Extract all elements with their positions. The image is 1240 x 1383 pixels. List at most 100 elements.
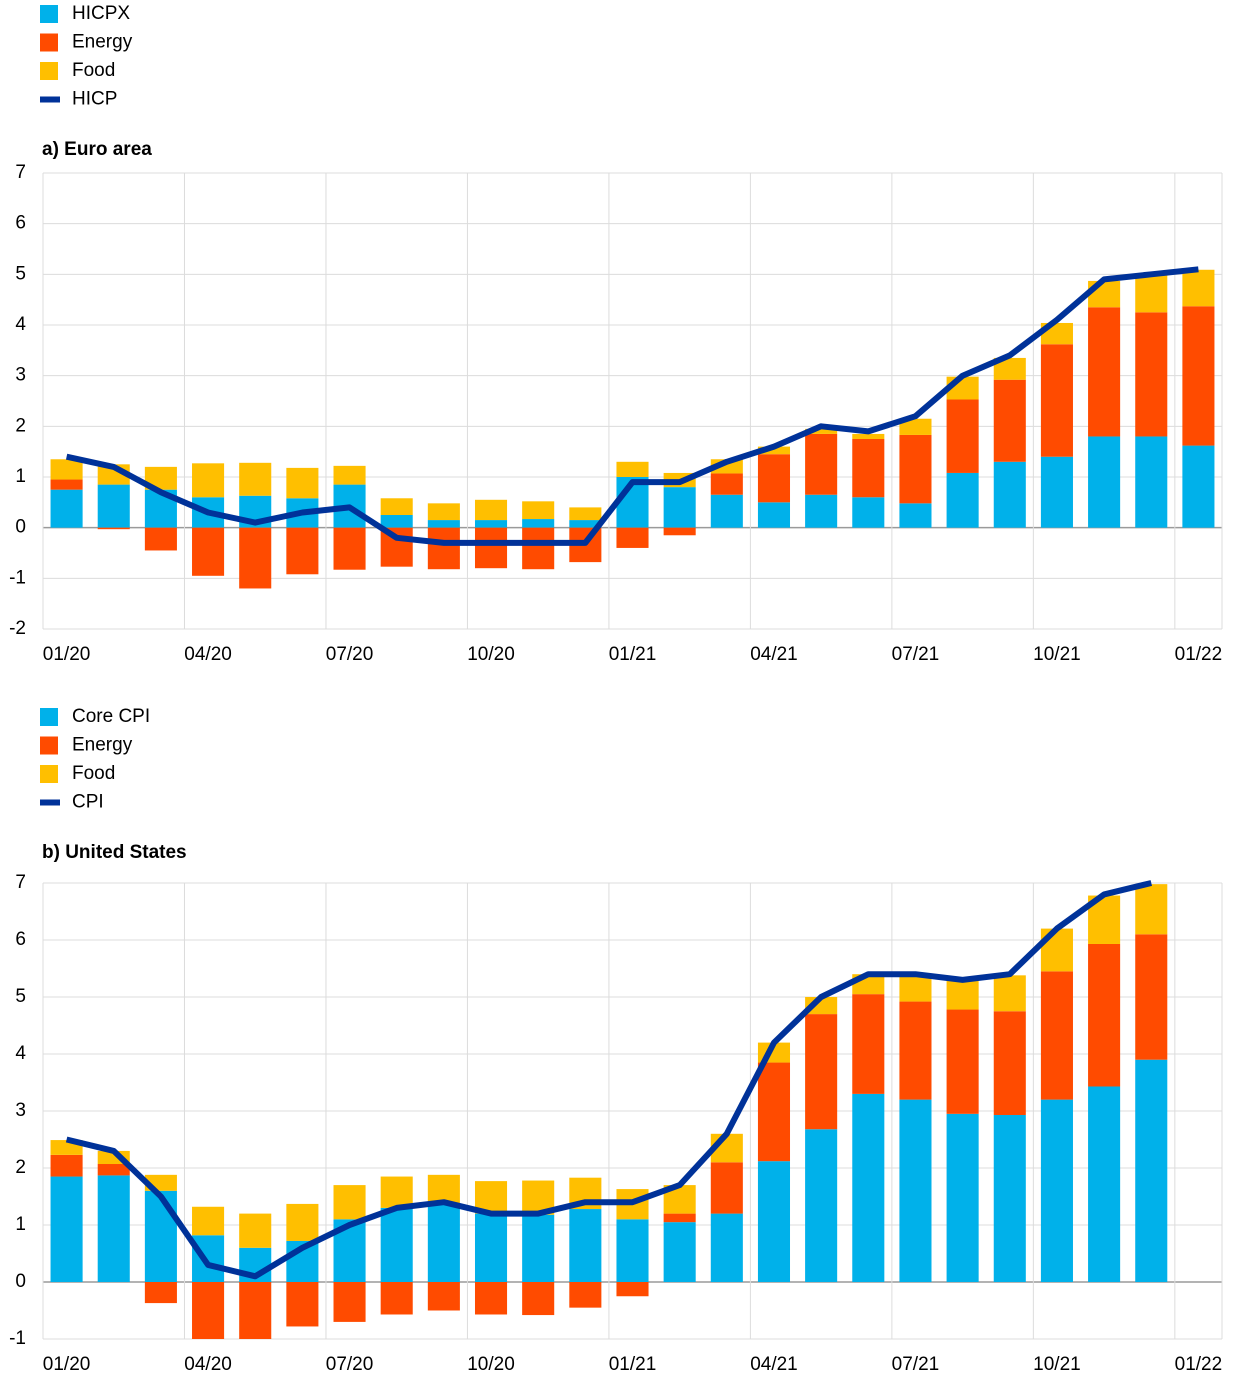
bar <box>852 497 885 528</box>
bar <box>805 428 838 434</box>
bar <box>805 1129 838 1282</box>
bar <box>286 527 319 575</box>
line <box>65 880 1153 1280</box>
bar <box>805 494 838 528</box>
x-tick-label: 07/20 <box>326 1354 374 1375</box>
bar <box>757 502 791 528</box>
bar <box>663 1213 696 1223</box>
legend-swatch <box>40 33 58 52</box>
bar <box>757 1062 791 1162</box>
bar <box>757 454 791 503</box>
bar <box>286 1282 319 1327</box>
bar <box>852 994 885 1094</box>
bar <box>97 1175 130 1282</box>
bar <box>144 1282 177 1304</box>
bar <box>474 520 508 528</box>
x-tick-label: 01/22 <box>1175 1354 1223 1375</box>
bar <box>1040 456 1073 528</box>
bar <box>1040 928 1073 972</box>
legend-label: Food <box>72 60 115 81</box>
y-tick-label: 2 <box>15 1157 26 1178</box>
line <box>65 266 1199 546</box>
y-tick-label: -2 <box>9 618 26 639</box>
x-tick-label: 01/21 <box>609 1354 657 1375</box>
bar <box>192 463 225 498</box>
y-tick-label: 3 <box>15 365 26 386</box>
bar <box>474 1282 508 1315</box>
y-tick-label: 4 <box>15 314 26 335</box>
bar <box>663 1222 696 1282</box>
bar <box>50 479 83 490</box>
bar <box>1088 1086 1121 1282</box>
y-tick-label: 6 <box>15 213 26 234</box>
bar <box>97 484 130 528</box>
x-tick-label: 04/20 <box>184 1354 232 1375</box>
bar <box>663 487 696 528</box>
bar <box>993 1011 1026 1115</box>
y-tick-label: -1 <box>9 567 26 588</box>
y-tick-label: 5 <box>15 986 26 1007</box>
bar <box>805 1014 838 1130</box>
bar <box>286 1203 319 1241</box>
bar <box>333 1282 366 1322</box>
bar <box>97 1164 130 1176</box>
bar <box>1135 436 1168 528</box>
plot-area <box>50 269 1215 589</box>
bar <box>899 418 932 435</box>
y-tick-label: 1 <box>15 466 26 487</box>
bar <box>522 519 555 528</box>
bar <box>239 1282 272 1339</box>
bar <box>993 357 1026 380</box>
bar <box>239 527 272 589</box>
bar <box>616 1282 649 1297</box>
bar <box>427 527 460 570</box>
bar <box>239 1213 272 1248</box>
x-tick-label: 04/21 <box>750 644 798 665</box>
chart-title: b) United States <box>42 842 187 863</box>
bar <box>946 981 979 1010</box>
bar <box>663 527 696 536</box>
y-tick-label: 1 <box>15 1214 26 1235</box>
bar <box>1135 312 1168 437</box>
bar <box>1040 971 1073 1100</box>
legend-swatch <box>40 5 58 23</box>
bar <box>993 461 1026 528</box>
bar <box>144 466 177 490</box>
legend-swatch <box>40 736 58 755</box>
bar <box>192 527 225 576</box>
bar <box>946 1113 979 1282</box>
y-tick-label: -1 <box>9 1328 26 1349</box>
bar <box>239 462 272 496</box>
bar <box>899 974 932 1002</box>
bar <box>380 1176 413 1208</box>
bar <box>569 520 602 528</box>
bar <box>710 1213 743 1282</box>
bar <box>286 467 319 499</box>
y-tick-label: 7 <box>15 872 26 893</box>
x-tick-label: 01/20 <box>43 1354 91 1375</box>
bar <box>522 501 555 520</box>
bar <box>1135 274 1168 313</box>
bar <box>50 459 83 480</box>
bar <box>333 1185 366 1220</box>
bar <box>427 1282 460 1311</box>
bar <box>192 1235 225 1282</box>
bar <box>97 527 130 530</box>
y-tick-label: 5 <box>15 263 26 284</box>
x-tick-label: 01/20 <box>43 644 91 665</box>
legend-label: Core CPI <box>72 706 150 727</box>
bar <box>899 434 932 504</box>
bar <box>946 1009 979 1114</box>
y-tick-label: 4 <box>15 1043 26 1064</box>
bar <box>616 1219 649 1282</box>
y-tick-label: 6 <box>15 929 26 950</box>
x-tick-label: 04/20 <box>184 644 232 665</box>
bar <box>380 498 413 515</box>
bar <box>569 1209 602 1282</box>
bar <box>899 503 932 528</box>
bar <box>1135 884 1168 935</box>
y-tick-label: 0 <box>15 517 26 538</box>
bar <box>616 527 649 548</box>
y-tick-label: 7 <box>15 162 26 183</box>
x-tick-label: 10/21 <box>1033 1354 1081 1375</box>
